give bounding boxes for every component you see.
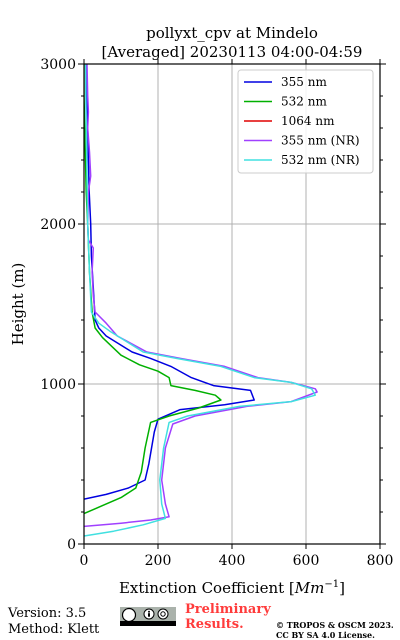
license-line: CC BY SA 4.0 License. [276,630,375,640]
method-text: Method: Klett [8,622,100,637]
y-axis-label: Height (m) [9,263,27,346]
legend-box [237,69,374,174]
x-tick-label: 400 [219,553,246,569]
series-line-4 [84,64,317,537]
legend-label-4: 532 nm (NR) [281,153,360,167]
cc-license-badge [120,607,176,626]
preliminary-line-2: Results. [185,617,244,632]
y-tick-label: 0 [67,537,76,553]
copyright-notice: © TROPOS & OSCM 2023. CC BY SA 4.0 Licen… [276,620,394,640]
x-tick-label: 600 [293,553,320,569]
copyright-line-1: © TROPOS & OSCM 2023. [276,620,394,630]
x-tick-label: 800 [367,553,394,569]
x-axis-label: Extinction Coefficient [Mm−1] [119,579,345,597]
axis-ticks: 0 200 400 600 800 0 1000 2000 3000 [40,57,393,569]
preliminary-line-1: Preliminary [185,602,271,617]
legend-label-2: 1064 nm [281,114,335,128]
y-tick-label: 2000 [40,217,76,233]
x-tick-label: 0 [80,553,89,569]
y-tick-label: 1000 [40,377,76,393]
sa-icon [157,608,169,620]
legend-label-1: 532 nm [281,95,327,109]
legend-label-3: 355 nm (NR) [281,134,360,148]
cc-icon [121,607,137,623]
legend-label-0: 355 nm [281,75,327,89]
legend: 355 nm 532 nm 1064 nm 355 nm (NR) 532 nm (NR… [237,69,374,174]
series-line-0 [84,64,255,500]
x-tick-label: 200 [145,553,172,569]
chart-title: pollyxt_cpv at Mindelo [146,24,318,42]
series-lines [84,64,318,537]
version-text: Version: 3.5 [8,606,87,621]
y-tick-label: 3000 [40,57,76,73]
chart-subtitle: [Averaged] 20230113 04:00-04:59 [102,43,363,61]
extinction-chart: 0 200 400 600 800 0 1000 2000 3000 pollyxt_cpv a… [9,24,393,597]
preliminary-notice: Preliminary Results. [185,602,271,632]
